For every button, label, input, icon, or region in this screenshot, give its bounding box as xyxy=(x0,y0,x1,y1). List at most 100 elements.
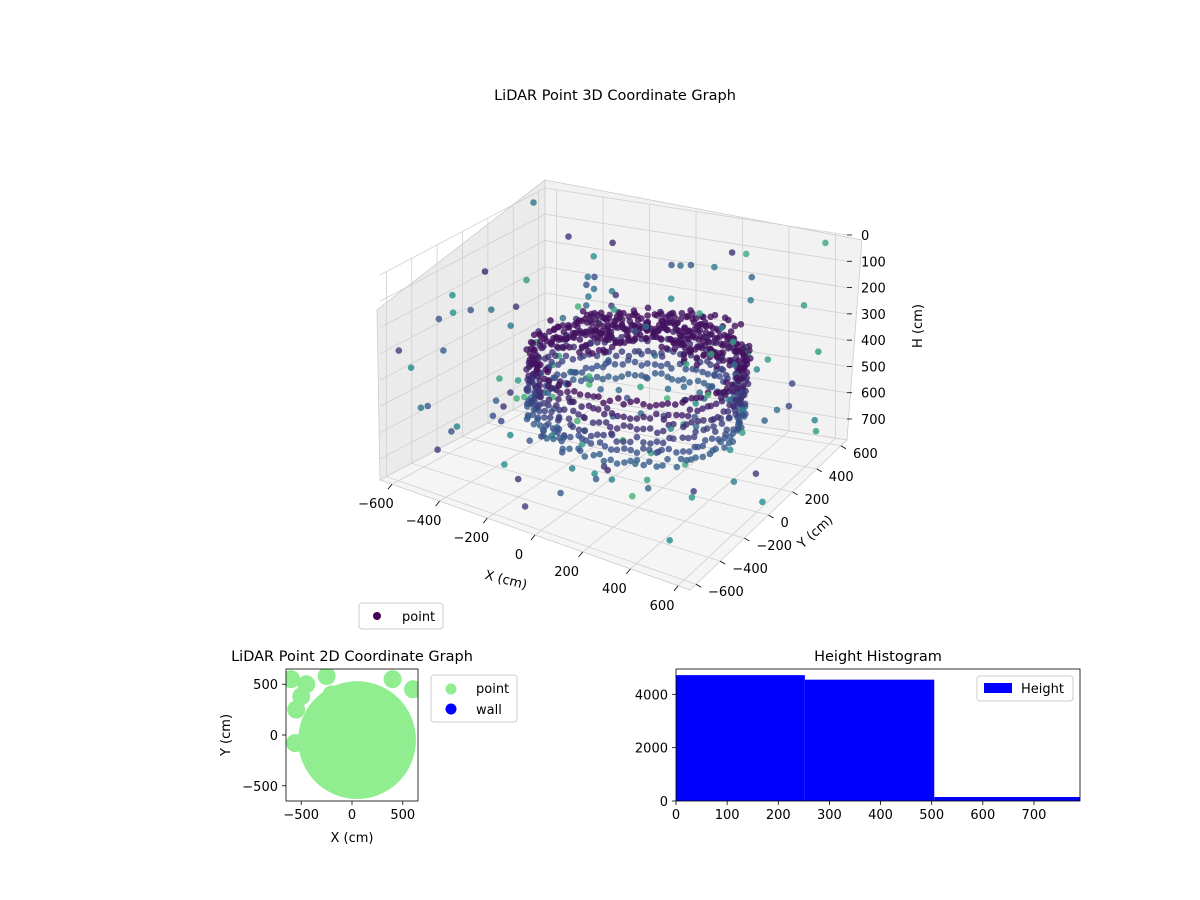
point-2d xyxy=(383,670,402,689)
z-tick-label-3d: 0 xyxy=(861,229,869,244)
point-3d xyxy=(534,402,541,410)
point-3d xyxy=(492,397,500,405)
point-3d xyxy=(579,308,587,315)
point-3d xyxy=(684,412,692,420)
legend-2d-wall-marker xyxy=(445,703,457,715)
point-3d xyxy=(706,450,714,458)
point-3d xyxy=(611,361,619,368)
x-tick-label-3d: 200 xyxy=(554,565,579,580)
point-3d xyxy=(736,419,743,427)
legend-histogram: Height xyxy=(976,675,1074,702)
x-tick-label-hist: 300 xyxy=(817,808,842,823)
point-3d xyxy=(578,403,585,411)
point-3d xyxy=(559,344,567,352)
point-3d xyxy=(689,365,696,373)
point-3d xyxy=(512,303,520,311)
point-3d xyxy=(788,380,796,387)
point-3d xyxy=(578,441,586,448)
y-tick-3d xyxy=(816,468,823,473)
point-3d xyxy=(553,343,561,351)
point-3d xyxy=(600,431,607,439)
point-3d xyxy=(739,382,747,390)
point-3d xyxy=(725,345,732,352)
point-3d xyxy=(696,327,704,334)
point-3d xyxy=(614,412,621,420)
point-2d xyxy=(286,670,301,689)
point-3d xyxy=(632,460,639,468)
point-3d xyxy=(704,391,712,399)
point-3d xyxy=(728,381,736,389)
point-3d xyxy=(536,388,544,395)
point-3d xyxy=(525,372,532,380)
point-3d xyxy=(591,470,598,478)
point-3d xyxy=(732,411,739,418)
grid-line-3d xyxy=(379,319,546,407)
point-3d xyxy=(704,403,712,410)
point-3d xyxy=(620,309,627,317)
point-3d xyxy=(550,334,557,342)
point-3d xyxy=(653,463,660,470)
point-3d xyxy=(497,417,505,425)
point-3d xyxy=(726,446,734,454)
point-3d xyxy=(453,423,461,430)
point-3d xyxy=(700,352,707,359)
plot-histogram: Height Histogram 0 100 200 300 400 500 600 7000… xyxy=(635,649,1081,823)
point-3d xyxy=(651,370,659,377)
point-3d xyxy=(507,431,514,439)
point-3d xyxy=(578,317,586,325)
point-3d xyxy=(708,383,715,391)
point-3d xyxy=(642,323,650,331)
point-3d xyxy=(608,343,616,351)
point-3d xyxy=(667,295,675,303)
point-3d xyxy=(636,322,643,330)
point-3d xyxy=(627,423,634,430)
y-tick-label-3d: 600 xyxy=(853,447,878,462)
legend-2d: point wall xyxy=(430,674,518,723)
point-3d xyxy=(815,348,822,356)
point-3d xyxy=(576,349,583,356)
y-axis-label-2d: Y (cm) xyxy=(219,714,234,757)
point-3d xyxy=(481,268,489,275)
point-3d xyxy=(694,407,701,415)
point-3d xyxy=(708,330,715,338)
point-3d xyxy=(583,281,590,289)
point-3d xyxy=(564,388,571,396)
point-3d xyxy=(730,426,737,433)
point-3d xyxy=(715,436,722,443)
z-tick-label-3d: 500 xyxy=(861,360,886,375)
point-3d xyxy=(640,425,647,433)
point-3d xyxy=(658,353,666,360)
point-3d xyxy=(730,478,738,486)
point-3d xyxy=(606,397,614,405)
point-3d xyxy=(605,373,612,380)
point-3d xyxy=(628,322,635,330)
point-3d xyxy=(601,410,608,418)
plot-2d: LiDAR Point 2D Coordinate Graph −500−500… xyxy=(219,649,518,846)
point-3d xyxy=(620,413,627,421)
point-3d xyxy=(665,411,672,419)
grid-line-3d xyxy=(544,187,848,236)
point-3d xyxy=(716,373,723,380)
grid-line-3d xyxy=(379,187,546,276)
y-axis-label-3d: Y (cm) xyxy=(794,513,836,553)
point-3d xyxy=(719,349,727,356)
point-3d xyxy=(707,350,715,358)
point-3d xyxy=(712,428,719,436)
y-tick-3d xyxy=(719,560,726,565)
point-3d xyxy=(664,455,671,463)
point-3d xyxy=(748,273,756,281)
point-3d xyxy=(680,325,688,332)
point-3d xyxy=(647,440,654,447)
point-3d xyxy=(647,325,655,333)
point-3d xyxy=(753,366,761,373)
point-3d xyxy=(536,422,544,429)
point-3d xyxy=(646,458,653,466)
point-3d xyxy=(635,348,643,355)
point-3d xyxy=(536,338,544,345)
point-3d xyxy=(678,309,686,317)
point-3d xyxy=(642,335,650,343)
histogram-title: Height Histogram xyxy=(814,649,942,665)
x-tick-3d xyxy=(435,500,440,507)
point-3d xyxy=(589,419,597,427)
point-3d xyxy=(548,408,555,416)
